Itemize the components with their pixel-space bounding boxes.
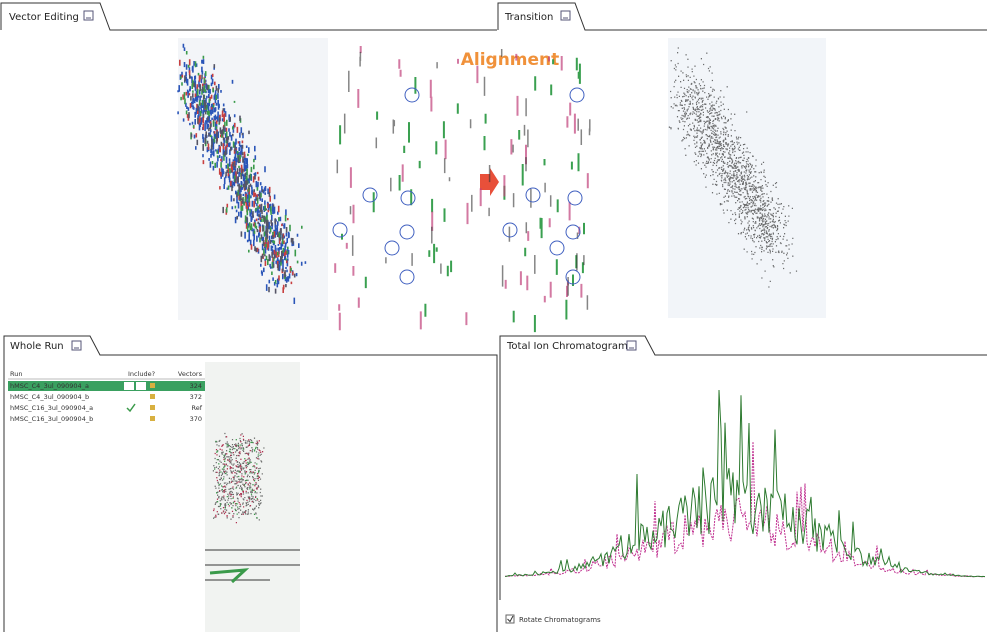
icon-box[interactable] (561, 11, 570, 20)
vector-count: 324 (190, 382, 202, 390)
vector-count: 372 (190, 393, 202, 401)
image-bg (668, 38, 826, 318)
tab-icon[interactable] (561, 11, 570, 20)
panel-title: Whole Run (10, 341, 64, 352)
panel-title: Transition (504, 12, 553, 23)
run-name[interactable]: hMSC_C4_3ul_090904_a (10, 382, 89, 390)
lock-icon[interactable] (150, 405, 155, 410)
tab-icon[interactable] (72, 341, 81, 350)
run-name[interactable]: hMSC_C16_3ul_090904_b (10, 415, 93, 423)
lock-icon[interactable] (150, 383, 155, 388)
lock-icon[interactable] (150, 416, 155, 421)
vector-count: Ref (191, 404, 202, 412)
table-header: Run (10, 370, 22, 378)
run-name[interactable]: hMSC_C16_3ul_090904_a (10, 404, 93, 412)
checkbox-label[interactable]: Rotate Chromatograms (519, 616, 601, 624)
background (0, 0, 987, 632)
include-box[interactable] (136, 382, 146, 390)
table-header: Include? (128, 370, 155, 378)
alignment-label: Alignment (461, 50, 560, 70)
vector-count: 370 (190, 415, 202, 423)
lock-icon[interactable] (150, 394, 155, 399)
run-name[interactable]: hMSC_C4_3ul_090904_b (10, 393, 89, 401)
panel-title: Vector Editing (9, 12, 79, 23)
panel-title: Total Ion Chromatograms (506, 341, 633, 352)
table-header: Vectors (178, 370, 203, 378)
include-box[interactable] (124, 382, 134, 390)
tab-icon[interactable] (627, 341, 636, 350)
icon-box[interactable] (84, 11, 93, 20)
tab-icon[interactable] (84, 11, 93, 20)
icon-box[interactable] (627, 341, 636, 350)
icon-box[interactable] (72, 341, 81, 350)
screen: Vector Editing Transition Whole Run Tota… (0, 0, 987, 632)
